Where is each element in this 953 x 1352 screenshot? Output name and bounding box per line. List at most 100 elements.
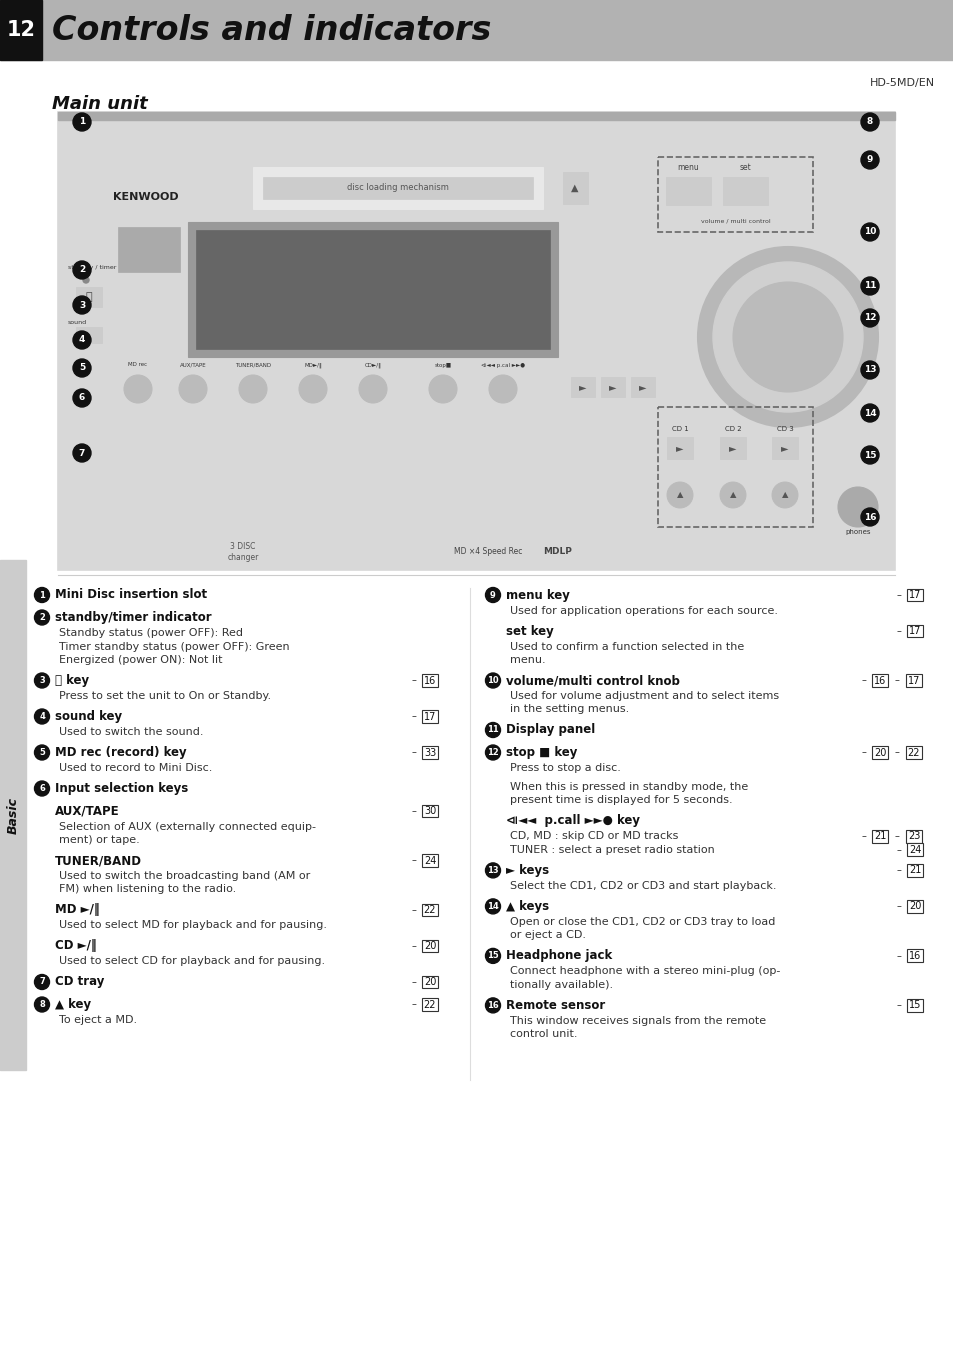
Text: MD rec: MD rec [129,362,148,368]
Text: 9: 9 [490,591,496,599]
Text: 16: 16 [873,676,885,685]
Text: 16: 16 [487,1000,498,1010]
Bar [0,0,42,59]
Bar [600,377,624,397]
Text: set key: set key [505,625,553,638]
Circle shape [861,151,878,169]
Text: Timer standby status (power OFF): Green: Timer standby status (power OFF): Green [59,641,290,652]
Text: 14: 14 [487,902,498,911]
Circle shape [73,261,91,279]
Circle shape [358,375,387,403]
Text: TUNER : select a preset radio station: TUNER : select a preset radio station [510,845,714,854]
Circle shape [861,310,878,327]
Text: 22: 22 [423,999,436,1010]
Text: 15: 15 [908,1000,921,1010]
Text: Used to select CD for playback and for pausing.: Used to select CD for playback and for p… [59,956,325,967]
Bar [188,222,558,357]
Text: TUNER/BAND: TUNER/BAND [234,362,271,368]
Text: MDLP: MDLP [543,548,572,557]
Text: Standby status (power OFF): Red: Standby status (power OFF): Red [59,627,243,638]
Circle shape [861,508,878,526]
Text: 5: 5 [39,748,45,757]
Text: ⏻ key: ⏻ key [55,675,89,687]
Text: 17: 17 [908,626,921,635]
Text: 16: 16 [862,512,876,522]
Text: 1: 1 [39,591,45,599]
Bar [665,177,710,206]
Bar [571,377,595,397]
Text: Used to switch the sound.: Used to switch the sound. [59,727,203,737]
Text: –: – [896,1000,901,1010]
Text: standby/timer indicator: standby/timer indicator [55,611,212,625]
Text: 13: 13 [862,365,876,375]
Text: disc loading mechanism: disc loading mechanism [347,184,449,192]
Text: ►: ► [609,383,616,392]
Bar [658,157,812,233]
Text: ▲: ▲ [571,183,578,193]
Circle shape [73,114,91,131]
Text: 6: 6 [79,393,85,403]
Text: Remote sensor: Remote sensor [505,999,604,1011]
Circle shape [666,483,692,508]
Text: 17: 17 [908,589,921,600]
Text: ▲: ▲ [781,491,787,499]
Text: menu: menu [677,164,699,173]
Text: 24: 24 [908,845,921,854]
Circle shape [485,899,500,914]
Circle shape [34,673,50,688]
Text: CD 1: CD 1 [671,426,688,433]
Text: 20: 20 [423,977,436,987]
Text: Used for application operations for each source.: Used for application operations for each… [510,606,778,615]
Circle shape [34,996,50,1013]
Text: When this is pressed in standby mode, the: When this is pressed in standby mode, th… [510,781,747,792]
Text: control unit.: control unit. [510,1029,577,1040]
Text: ►: ► [728,443,736,453]
Circle shape [124,375,152,403]
Bar [0,560,26,1069]
Text: –: – [412,977,416,987]
Text: MD ×4 Speed Rec: MD ×4 Speed Rec [454,548,521,557]
Bar [0,0,953,59]
Circle shape [34,745,50,760]
Text: ▲ keys: ▲ keys [505,900,549,913]
Circle shape [73,389,91,407]
Text: ▲: ▲ [676,491,682,499]
Text: 11: 11 [862,281,876,291]
Text: 14: 14 [862,408,876,418]
Text: 23: 23 [907,831,920,841]
Text: 7: 7 [79,449,85,457]
Circle shape [485,588,500,603]
Text: –: – [862,748,866,757]
Circle shape [34,708,50,725]
Text: –: – [896,950,901,961]
Text: 10: 10 [862,227,875,237]
Bar [658,407,812,527]
Text: Basic: Basic [7,796,19,833]
Circle shape [861,114,878,131]
Text: menu.: menu. [510,654,545,665]
Text: 20: 20 [873,748,885,757]
Text: –: – [896,902,901,911]
Text: present time is displayed for 5 seconds.: present time is displayed for 5 seconds. [510,795,732,806]
Text: 30: 30 [423,806,436,817]
Text: –: – [412,941,416,950]
Bar [722,177,767,206]
Circle shape [861,446,878,464]
Text: 33: 33 [423,748,436,757]
Text: 10: 10 [487,676,498,685]
Text: HD-5MD/EN: HD-5MD/EN [869,78,934,88]
Text: stop■: stop■ [434,362,451,368]
Text: ►: ► [639,383,646,392]
Text: 7: 7 [39,977,45,987]
Bar [58,112,894,120]
Text: 13: 13 [487,865,498,875]
Text: Select the CD1, CD2 or CD3 and start playback.: Select the CD1, CD2 or CD3 and start pla… [510,882,776,891]
Text: AUX/TAPE: AUX/TAPE [55,804,119,818]
Text: 4: 4 [39,713,45,721]
Text: Used to switch the broadcasting band (AM or: Used to switch the broadcasting band (AM… [59,871,310,882]
Text: sound key: sound key [55,710,122,723]
Bar [562,172,587,204]
Bar [263,177,533,199]
Text: To eject a MD.: To eject a MD. [59,1015,137,1025]
Text: 20: 20 [423,941,436,950]
